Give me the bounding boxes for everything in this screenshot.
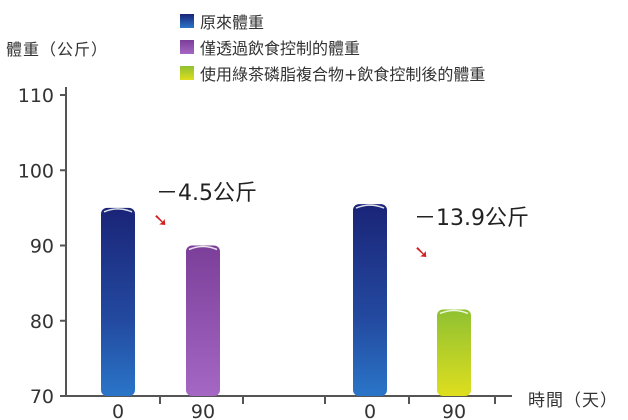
bar-highlight (103, 208, 133, 213)
x-tick-label: 90 (191, 401, 215, 420)
legend-swatch (180, 66, 194, 80)
bar (353, 204, 387, 396)
legend-item-diet-only: 僅透過飲食控制的體重 (180, 34, 485, 60)
legend-swatch (180, 40, 194, 54)
y-tick-label: 70 (30, 386, 54, 408)
y-tick-label: 90 (30, 236, 54, 258)
legend-item-greentea: 使用綠茶磷脂複合物+飲食控制後的體重 (180, 60, 485, 86)
annotation-greentea-loss: －13.9公斤 (414, 206, 529, 231)
bar (186, 245, 220, 396)
x-tick-label: 0 (112, 401, 124, 420)
annotation-diet-loss: －4.5公斤 (156, 181, 257, 206)
legend-label: 原來體重 (200, 13, 265, 32)
y-tick-label: 100 (18, 160, 54, 182)
legend: 原來體重 僅透過飲食控制的體重 使用綠茶磷脂複合物+飲食控制後的體重 (180, 8, 485, 86)
y-tick-label: 110 (18, 85, 54, 107)
bar-highlight (439, 309, 469, 315)
x-tick-label: 0 (364, 401, 376, 420)
y-axis-label: 體重（公斤） (6, 40, 109, 59)
down-arrow-icon: ➘ (414, 242, 430, 263)
down-arrow-icon: ➘ (153, 210, 169, 231)
legend-label: 使用綠茶磷脂複合物+飲食控制後的體重 (200, 65, 486, 84)
x-axis-label: 時間（天） (528, 391, 618, 411)
bar (437, 309, 471, 396)
legend-label: 僅透過飲食控制的體重 (200, 39, 361, 58)
legend-swatch (180, 14, 194, 28)
x-tick-label: 90 (442, 401, 466, 420)
y-tick-label: 80 (30, 311, 54, 333)
bar-highlight (188, 245, 218, 251)
legend-item-original: 原來體重 (180, 8, 485, 34)
bar (101, 207, 135, 396)
bar-highlight (355, 204, 385, 209)
